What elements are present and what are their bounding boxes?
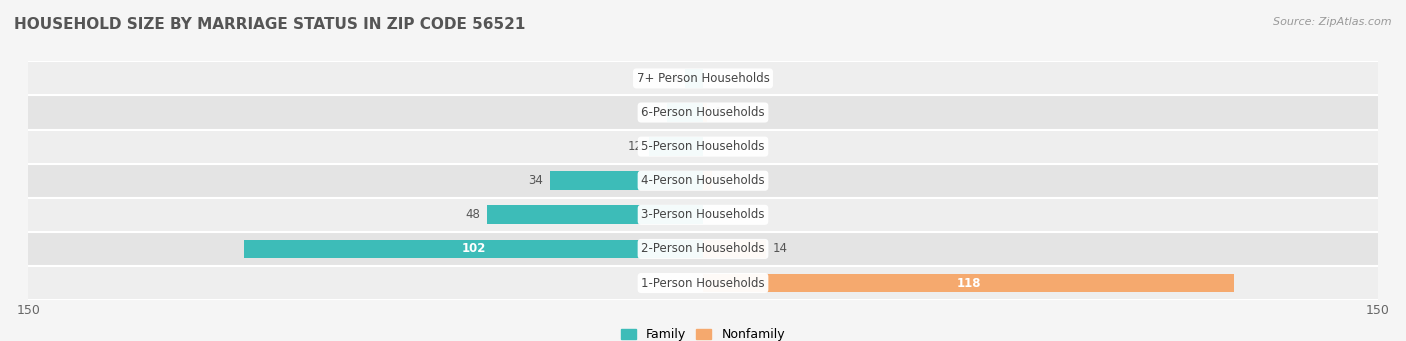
Text: 8: 8 [652,106,661,119]
Text: 14: 14 [773,242,787,255]
Bar [28,61,1378,95]
Text: 2: 2 [718,174,727,187]
Bar [486,205,703,224]
Bar [28,164,1378,198]
Bar [703,171,711,190]
Text: 1: 1 [714,106,721,119]
Text: 34: 34 [529,174,543,187]
Bar [703,103,707,122]
Bar [245,239,703,258]
Bar [28,95,1378,130]
Text: 6-Person Households: 6-Person Households [641,106,765,119]
Bar [28,130,1378,164]
Text: 102: 102 [461,242,485,255]
Bar [703,273,1234,292]
Text: 3-Person Households: 3-Person Households [641,208,765,221]
Text: 1-Person Households: 1-Person Households [641,277,765,290]
Text: 7+ Person Households: 7+ Person Households [637,72,769,85]
Text: 12: 12 [627,140,643,153]
Bar [685,69,703,88]
Bar [28,232,1378,266]
Bar [703,239,766,258]
Bar [666,103,703,122]
Bar [550,171,703,190]
Text: 118: 118 [956,277,981,290]
Text: 5-Person Households: 5-Person Households [641,140,765,153]
Text: 48: 48 [465,208,481,221]
Text: 4-Person Households: 4-Person Households [641,174,765,187]
Bar [28,198,1378,232]
Bar [650,137,703,156]
Legend: Family, Nonfamily: Family, Nonfamily [616,323,790,341]
Text: 4: 4 [671,72,678,85]
Text: Source: ZipAtlas.com: Source: ZipAtlas.com [1274,17,1392,27]
Text: HOUSEHOLD SIZE BY MARRIAGE STATUS IN ZIP CODE 56521: HOUSEHOLD SIZE BY MARRIAGE STATUS IN ZIP… [14,17,526,32]
Bar [28,266,1378,300]
Text: 2-Person Households: 2-Person Households [641,242,765,255]
